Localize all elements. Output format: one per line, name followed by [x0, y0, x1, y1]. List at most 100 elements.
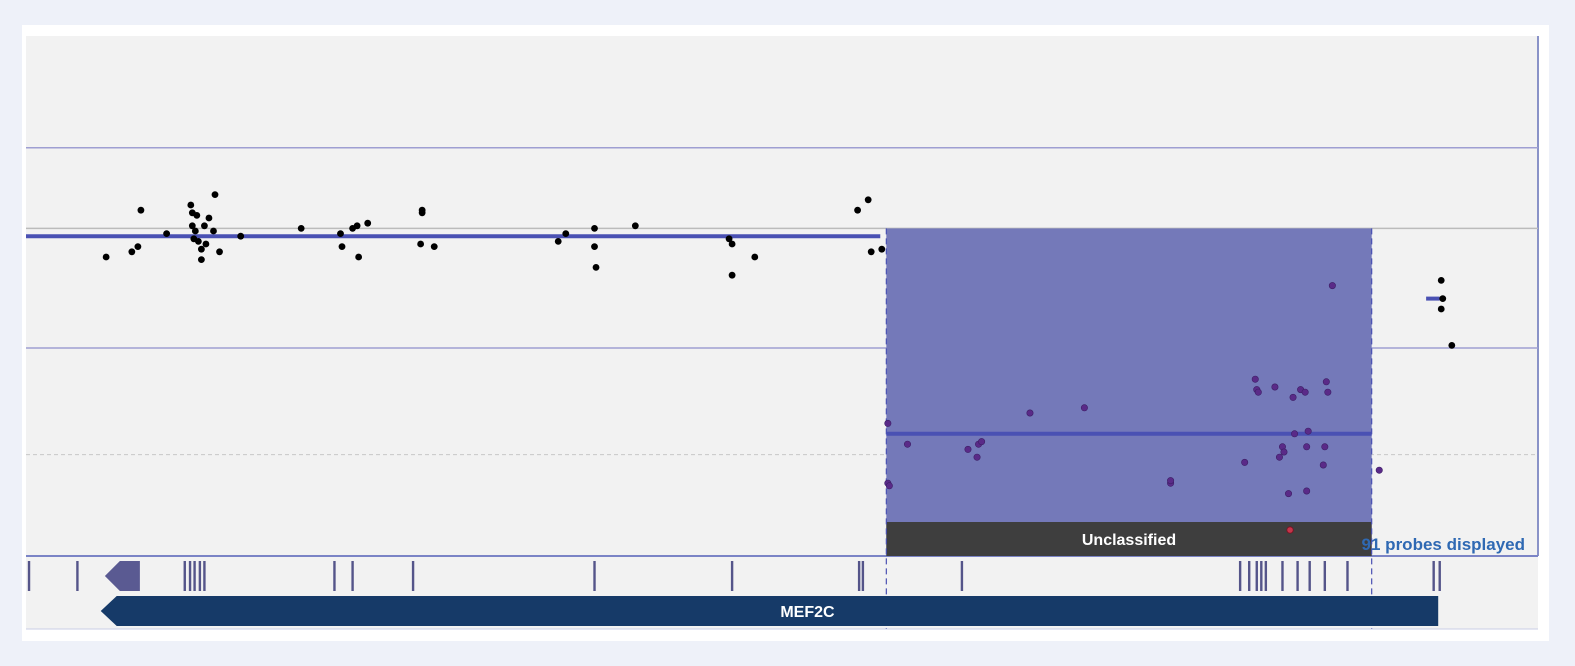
exon-mark[interactable] [593, 561, 596, 591]
probe-point[interactable] [751, 253, 759, 261]
probe-point[interactable] [562, 230, 570, 238]
probe-point-in-region[interactable] [903, 440, 911, 448]
probe-point[interactable] [417, 240, 425, 248]
probe-point[interactable] [191, 227, 199, 235]
exon-mark[interactable] [1260, 561, 1263, 591]
exon-mark[interactable] [1308, 561, 1311, 591]
probe-point[interactable] [163, 230, 171, 238]
probe-point[interactable] [864, 196, 872, 204]
exon-mark[interactable] [1238, 561, 1242, 591]
probe-point[interactable] [364, 219, 372, 227]
probe-point-in-region[interactable] [964, 445, 972, 453]
exon-mark[interactable] [1264, 561, 1268, 591]
probe-point[interactable] [728, 240, 736, 248]
probe-point[interactable] [592, 264, 600, 271]
probe-point[interactable] [631, 222, 639, 230]
exon-mark[interactable] [198, 561, 202, 591]
probe-point[interactable] [216, 248, 223, 256]
probe-point[interactable] [197, 256, 205, 263]
exon-mark[interactable] [730, 561, 734, 591]
probe-point-in-region[interactable] [1303, 443, 1311, 451]
probe-point-in-region[interactable] [1303, 487, 1311, 495]
probe-point[interactable] [237, 232, 245, 240]
probe-point[interactable] [353, 222, 361, 230]
exon-mark[interactable] [1438, 561, 1441, 591]
probe-point-in-region[interactable] [1322, 378, 1330, 386]
probe-point[interactable] [418, 209, 426, 217]
probe-point[interactable] [194, 238, 202, 245]
exon-mark[interactable] [1255, 561, 1258, 591]
probe-point-in-region[interactable] [978, 438, 986, 446]
probe-point[interactable] [102, 253, 110, 261]
exon-mark[interactable] [333, 561, 336, 591]
probe-point-in-region[interactable] [1026, 409, 1034, 417]
exon-mark[interactable] [1323, 561, 1327, 591]
probe-point-in-region[interactable] [1241, 458, 1249, 466]
exon-mark[interactable] [193, 561, 196, 591]
probe-point[interactable] [1437, 277, 1445, 284]
exon-mark[interactable] [1281, 561, 1284, 591]
probe-point[interactable] [210, 227, 217, 235]
gene-bar[interactable] [100, 596, 1439, 626]
probe-point[interactable] [591, 225, 598, 232]
probe-point-in-region[interactable] [1251, 375, 1259, 383]
exon-mark[interactable] [188, 561, 192, 591]
exon-mark[interactable] [27, 561, 31, 591]
probe-point[interactable] [137, 206, 145, 214]
probe-point-in-region[interactable] [1289, 393, 1297, 401]
probe-point[interactable] [591, 243, 598, 251]
highlight-region[interactable] [886, 228, 1372, 556]
probe-point-in-region[interactable] [884, 419, 892, 427]
probe-point-in-region[interactable] [1275, 453, 1283, 461]
exon-mark[interactable] [1296, 561, 1299, 591]
exon-mark[interactable] [857, 561, 861, 591]
exon-mark[interactable] [411, 561, 415, 591]
probe-point[interactable] [1437, 305, 1445, 313]
exon-mark[interactable] [351, 561, 354, 591]
probe-point-in-region[interactable] [1271, 383, 1279, 391]
probe-point[interactable] [728, 271, 736, 279]
probe-point[interactable] [725, 235, 733, 243]
probe-point[interactable] [134, 243, 142, 251]
probe-point-in-region[interactable] [1285, 490, 1293, 498]
probe-point-in-region[interactable] [1280, 448, 1288, 456]
probe-point[interactable] [867, 248, 875, 256]
probe-point-flagged[interactable] [1286, 526, 1294, 534]
probe-point[interactable] [211, 191, 219, 199]
probe-point[interactable] [337, 230, 344, 238]
exon-mark[interactable] [1432, 561, 1435, 591]
probe-point-in-region[interactable] [1375, 466, 1383, 474]
exon-mark[interactable] [960, 561, 964, 591]
probe-point[interactable] [202, 240, 210, 248]
probe-point-in-region[interactable] [1304, 427, 1312, 435]
probe-point-in-region[interactable] [1301, 388, 1309, 396]
probe-point[interactable] [1439, 295, 1447, 302]
probe-point[interactable] [878, 245, 886, 253]
probe-point[interactable] [187, 201, 195, 209]
probe-point-in-region[interactable] [1167, 477, 1175, 485]
probe-point-in-region[interactable] [1324, 388, 1332, 396]
probe-point[interactable] [205, 214, 213, 222]
gene-label[interactable]: MEF2C [780, 604, 835, 621]
probe-point[interactable] [1448, 342, 1456, 349]
probe-point[interactable] [188, 222, 196, 230]
probe-point-in-region[interactable] [1321, 443, 1329, 451]
probe-point-in-region[interactable] [885, 482, 893, 490]
probe-point[interactable] [338, 243, 346, 251]
probe-point[interactable] [430, 243, 438, 251]
probe-point-in-region[interactable] [1319, 461, 1327, 469]
probe-point-in-region[interactable] [973, 453, 981, 461]
exon-mark[interactable] [1248, 561, 1251, 591]
exon-mark[interactable] [183, 561, 186, 591]
probe-point[interactable] [201, 222, 208, 230]
exon-mark[interactable] [203, 561, 206, 591]
probe-point-in-region[interactable] [1080, 404, 1088, 412]
probe-point[interactable] [854, 206, 861, 214]
probe-point[interactable] [193, 212, 201, 219]
probe-point-in-region[interactable] [1291, 430, 1299, 438]
exon-mark[interactable] [76, 561, 79, 591]
probe-point[interactable] [554, 238, 562, 245]
probe-point[interactable] [197, 245, 205, 253]
probe-point[interactable] [355, 253, 363, 261]
exon-mark[interactable] [861, 561, 865, 591]
